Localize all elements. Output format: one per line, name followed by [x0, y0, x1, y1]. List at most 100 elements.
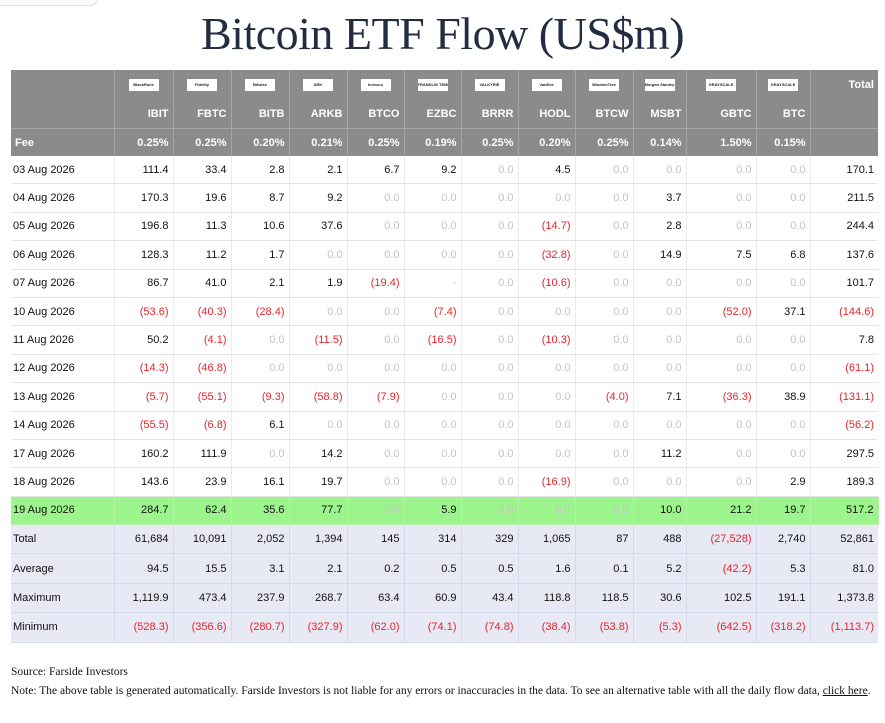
issuer-logo-cell: Bitwise	[231, 70, 290, 100]
stat-row-total: Total 61,684 10,091 2,052 1,394 145 314 329 1,06…	[11, 524, 878, 555]
stat-cell: (318.2)	[756, 612, 811, 643]
flow-cell: 0.0	[289, 240, 348, 270]
stat-cell: (53.8)	[575, 612, 634, 643]
flow-cell: 2.1	[231, 269, 290, 298]
flow-cell: 0.0	[686, 183, 757, 213]
date-cell: 18 Aug 2026	[11, 467, 115, 497]
row-total-cell: (144.6)	[810, 297, 878, 327]
stat-label: Total	[11, 524, 115, 555]
stat-cell: 15.5	[173, 553, 232, 584]
flow-cell: (52.0)	[686, 297, 757, 327]
table-row: 05 Aug 2026 196.8 11.3 10.6 37.6 0.0 0.0 0.0 (14…	[11, 212, 878, 242]
flow-cell: (10.3)	[518, 325, 576, 355]
issuer-logo-cell: BlackRock	[114, 70, 174, 100]
flow-cell: 2.1	[289, 156, 348, 185]
stat-cell: 2,052	[231, 524, 290, 555]
issuer-logo-gbtc: GRAYSCALE	[706, 79, 736, 92]
issuer-logo-fbtc: Fidelity	[187, 79, 217, 92]
date-cell: 14 Aug 2026	[11, 411, 115, 440]
flow-cell: (14.7)	[518, 212, 576, 242]
row-total-cell: 211.5	[810, 183, 878, 213]
flow-cell: 0.0	[461, 212, 519, 242]
total-column-header: Total	[810, 70, 878, 100]
stat-cell: 237.9	[231, 583, 290, 614]
stat-cell: (5.3)	[633, 612, 687, 643]
row-total-cell: (131.1)	[810, 382, 878, 412]
flow-cell: 0.0	[518, 354, 576, 384]
stat-label: Maximum	[11, 583, 115, 614]
flow-cell: 0.0	[686, 269, 757, 298]
stat-cell: (62.0)	[347, 612, 405, 643]
flow-cell: 7.1	[633, 382, 687, 412]
stat-total-cell: (1,113.7)	[810, 612, 878, 643]
flow-cell: 0.0	[686, 325, 757, 355]
issuer-logo-bitb: Bitwise	[245, 79, 275, 92]
fee-total-cell	[810, 128, 878, 156]
ticker-corner-cell	[11, 100, 115, 129]
flow-cell: -	[404, 269, 462, 298]
flow-cell: (58.8)	[289, 382, 348, 412]
flow-cell: 0.0	[686, 467, 757, 497]
table-row: 17 Aug 2026 160.2 111.9 0.0 14.2 0.0 0.0 0.0 0.0…	[11, 439, 878, 469]
flow-cell: 19.6	[173, 183, 232, 213]
disclaimer-note: Note: The above table is generated autom…	[11, 683, 873, 699]
flow-cell: 0.0	[404, 382, 462, 412]
flow-cell: (28.4)	[231, 297, 290, 327]
stat-cell: (74.1)	[404, 612, 462, 643]
issuer-logo-btcw: WisdomTree	[589, 79, 619, 92]
flow-cell: 2.8	[231, 156, 290, 185]
flow-cell: 0.0	[461, 240, 519, 270]
flow-cell: 0.0	[347, 496, 405, 526]
flow-cell: 0.0	[518, 411, 576, 440]
date-cell: 05 Aug 2026	[11, 212, 115, 242]
stat-cell: 2,740	[756, 524, 811, 555]
flow-cell: 9.2	[289, 183, 348, 213]
issuer-logo-cell: VALKYRIE	[461, 70, 519, 100]
stat-total-cell: 1,373.8	[810, 583, 878, 614]
stat-cell: (528.3)	[114, 612, 174, 643]
flow-cell: 0.0	[686, 411, 757, 440]
row-total-cell: (56.2)	[810, 411, 878, 440]
flow-cell: (19.4)	[347, 269, 405, 298]
flow-cell: 38.9	[756, 382, 811, 412]
flow-cell: 0.0	[633, 411, 687, 440]
flow-cell: 111.9	[173, 439, 232, 469]
issuer-logo-cell: Invesco	[347, 70, 405, 100]
flow-cell: 0.0	[575, 240, 634, 270]
flow-cell: 19.7	[289, 467, 348, 497]
flow-cell: (7.4)	[404, 297, 462, 327]
etf-flow-table: BlackRock Fidelity Bitwise ARK Invesco FRANKL…	[11, 70, 879, 643]
table-row: 07 Aug 2026 86.7 41.0 2.1 1.9 (19.4) -0.0 (10.6…	[11, 269, 878, 298]
flow-cell: 3.7	[633, 183, 687, 213]
flow-cell: 4.5	[518, 156, 576, 185]
alternative-table-link[interactable]: click here	[822, 685, 868, 697]
flow-cell: 0.0	[347, 212, 405, 242]
flow-cell: 41.0	[173, 269, 232, 298]
flow-cell: 8.7	[231, 183, 290, 213]
stat-cell: 0.2	[347, 553, 405, 584]
date-cell: 19 Aug 2026	[11, 496, 115, 526]
flow-cell: 0.0	[347, 354, 405, 384]
flow-cell: 0.0	[404, 212, 462, 242]
issuer-logo-arkb: ARK	[303, 79, 333, 92]
flow-cell: 0.0	[633, 269, 687, 298]
flow-cell: 0.0	[461, 325, 519, 355]
flow-cell: 0.0	[686, 354, 757, 384]
flow-cell: 196.8	[114, 212, 174, 242]
flow-cell: 0.0	[461, 496, 519, 526]
flow-table-body: 03 Aug 2026 111.4 33.4 2.8 2.1 6.7 9.2 0.0 4.5 0.…	[11, 156, 879, 643]
page-title: Bitcoin ETF Flow (US$m)	[200, 8, 685, 59]
flow-cell: (16.5)	[404, 325, 462, 355]
stat-cell: 191.1	[756, 583, 811, 614]
fee-label: Fee	[11, 128, 115, 156]
flow-cell: 0.0	[575, 496, 634, 526]
date-cell: 10 Aug 2026	[11, 297, 115, 327]
ticker-header-btc: BTC	[756, 100, 811, 129]
flow-cell: 0.0	[231, 439, 290, 469]
table-row: 10 Aug 2026 (53.6) (40.3) (28.4) 0.0 0.0 (7.4)…	[11, 297, 878, 327]
issuer-logo-row: BlackRock Fidelity Bitwise ARK Invesco FRANKL…	[11, 70, 878, 100]
flow-cell: 0.0	[231, 354, 290, 384]
stat-cell: 0.5	[461, 553, 519, 584]
fee-cell-gbtc: 1.50%	[686, 128, 757, 156]
ticker-header-fbtc: FBTC	[173, 100, 232, 129]
